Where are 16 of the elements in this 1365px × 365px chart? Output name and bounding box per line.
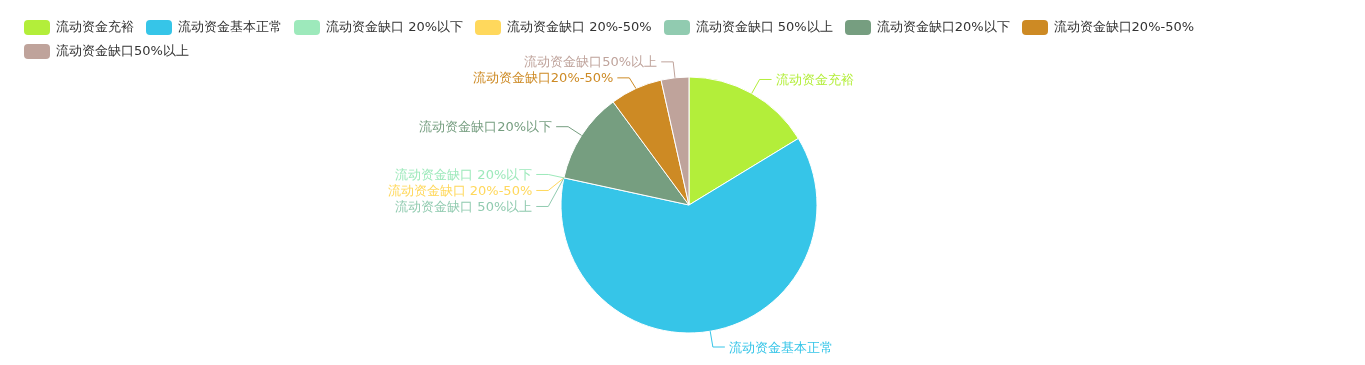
slice-label: 流动资金缺口50%以上 <box>524 54 658 70</box>
legend-label: 流动资金基本正常 <box>178 18 282 36</box>
legend-label: 流动资金缺口 50%以上 <box>695 18 833 36</box>
legend-label: 流动资金缺口20%以下 <box>876 18 1010 36</box>
legend-label: 流动资金缺口20%-50% <box>1053 18 1195 36</box>
category-label: 流动资金缺口 20%-50% <box>387 182 533 198</box>
legend-label: 流动资金缺口50%以上 <box>56 42 189 60</box>
legend-label: 流动资金缺口 20%-50% <box>507 18 652 36</box>
category-label: 流动资金缺口 50%以上 <box>395 198 533 214</box>
category-label: 流动资金缺口 20%以下 <box>395 166 533 182</box>
slice-label: 流动资金基本正常 <box>728 339 833 355</box>
slice-label: 流动资金缺口20%-50% <box>472 70 614 86</box>
legend-label: 流动资金充裕 <box>56 18 134 36</box>
legend-label: 流动资金缺口 20%以下 <box>326 18 464 36</box>
slice-label: 流动资金充裕 <box>775 71 854 87</box>
slice-label: 流动资金缺口20%以下 <box>419 119 553 135</box>
